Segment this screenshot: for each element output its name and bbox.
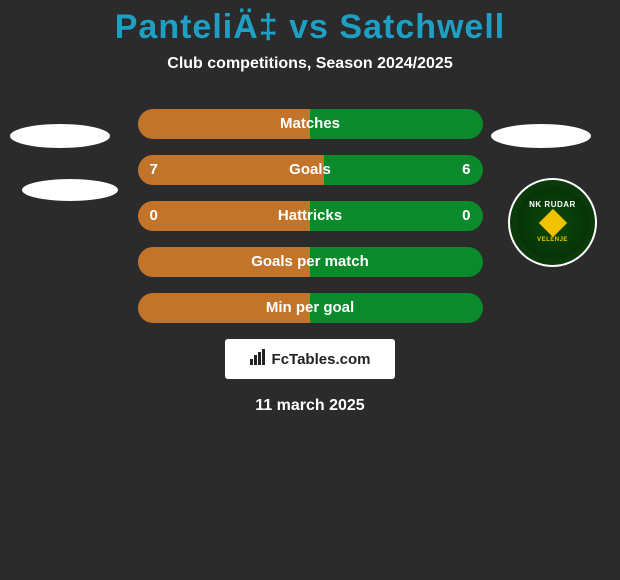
bar-chart-icon — [250, 349, 268, 369]
stat-value-left: 7 — [150, 155, 158, 185]
stat-bar-min-per-goal: Min per goal — [138, 293, 483, 323]
stat-value-left: 0 — [150, 201, 158, 231]
page-subtitle: Club competitions, Season 2024/2025 — [0, 55, 620, 73]
team-right-blank-logo — [491, 124, 591, 148]
brand-text: FcTables.com — [272, 351, 371, 368]
stat-bar-label: Hattricks — [138, 201, 483, 231]
stat-bar-label: Matches — [138, 109, 483, 139]
stat-bar-label: Goals — [138, 155, 483, 185]
stat-bar-goals: Goals7 6 — [138, 155, 483, 185]
generation-date: 11 march 2025 — [0, 397, 620, 415]
page-title: PanteliÄ‡ vs Satchwell — [0, 0, 620, 47]
comparison-widget: PanteliÄ‡ vs Satchwell Club competitions… — [0, 0, 620, 580]
club-badge-city: VELENJE — [537, 237, 568, 243]
team-right-club-badge: NK RUDAR VELENJE — [508, 178, 597, 267]
stat-bar-label: Goals per match — [138, 247, 483, 277]
team-left-blank-logo-2 — [22, 179, 118, 201]
stat-bar-goals-per-match: Goals per match — [138, 247, 483, 277]
club-badge-diamond-icon — [538, 208, 566, 236]
team-left-blank-logo-1 — [10, 124, 110, 148]
stat-bar-label: Min per goal — [138, 293, 483, 323]
stat-bar-hattricks: Hattricks0 0 — [138, 201, 483, 231]
stat-bar-matches: Matches — [138, 109, 483, 139]
brand-logo[interactable]: FcTables.com — [225, 339, 395, 379]
club-badge-inner: NK RUDAR VELENJE — [517, 187, 589, 259]
stat-value-right: 0 — [462, 201, 470, 231]
stat-value-right: 6 — [462, 155, 470, 185]
